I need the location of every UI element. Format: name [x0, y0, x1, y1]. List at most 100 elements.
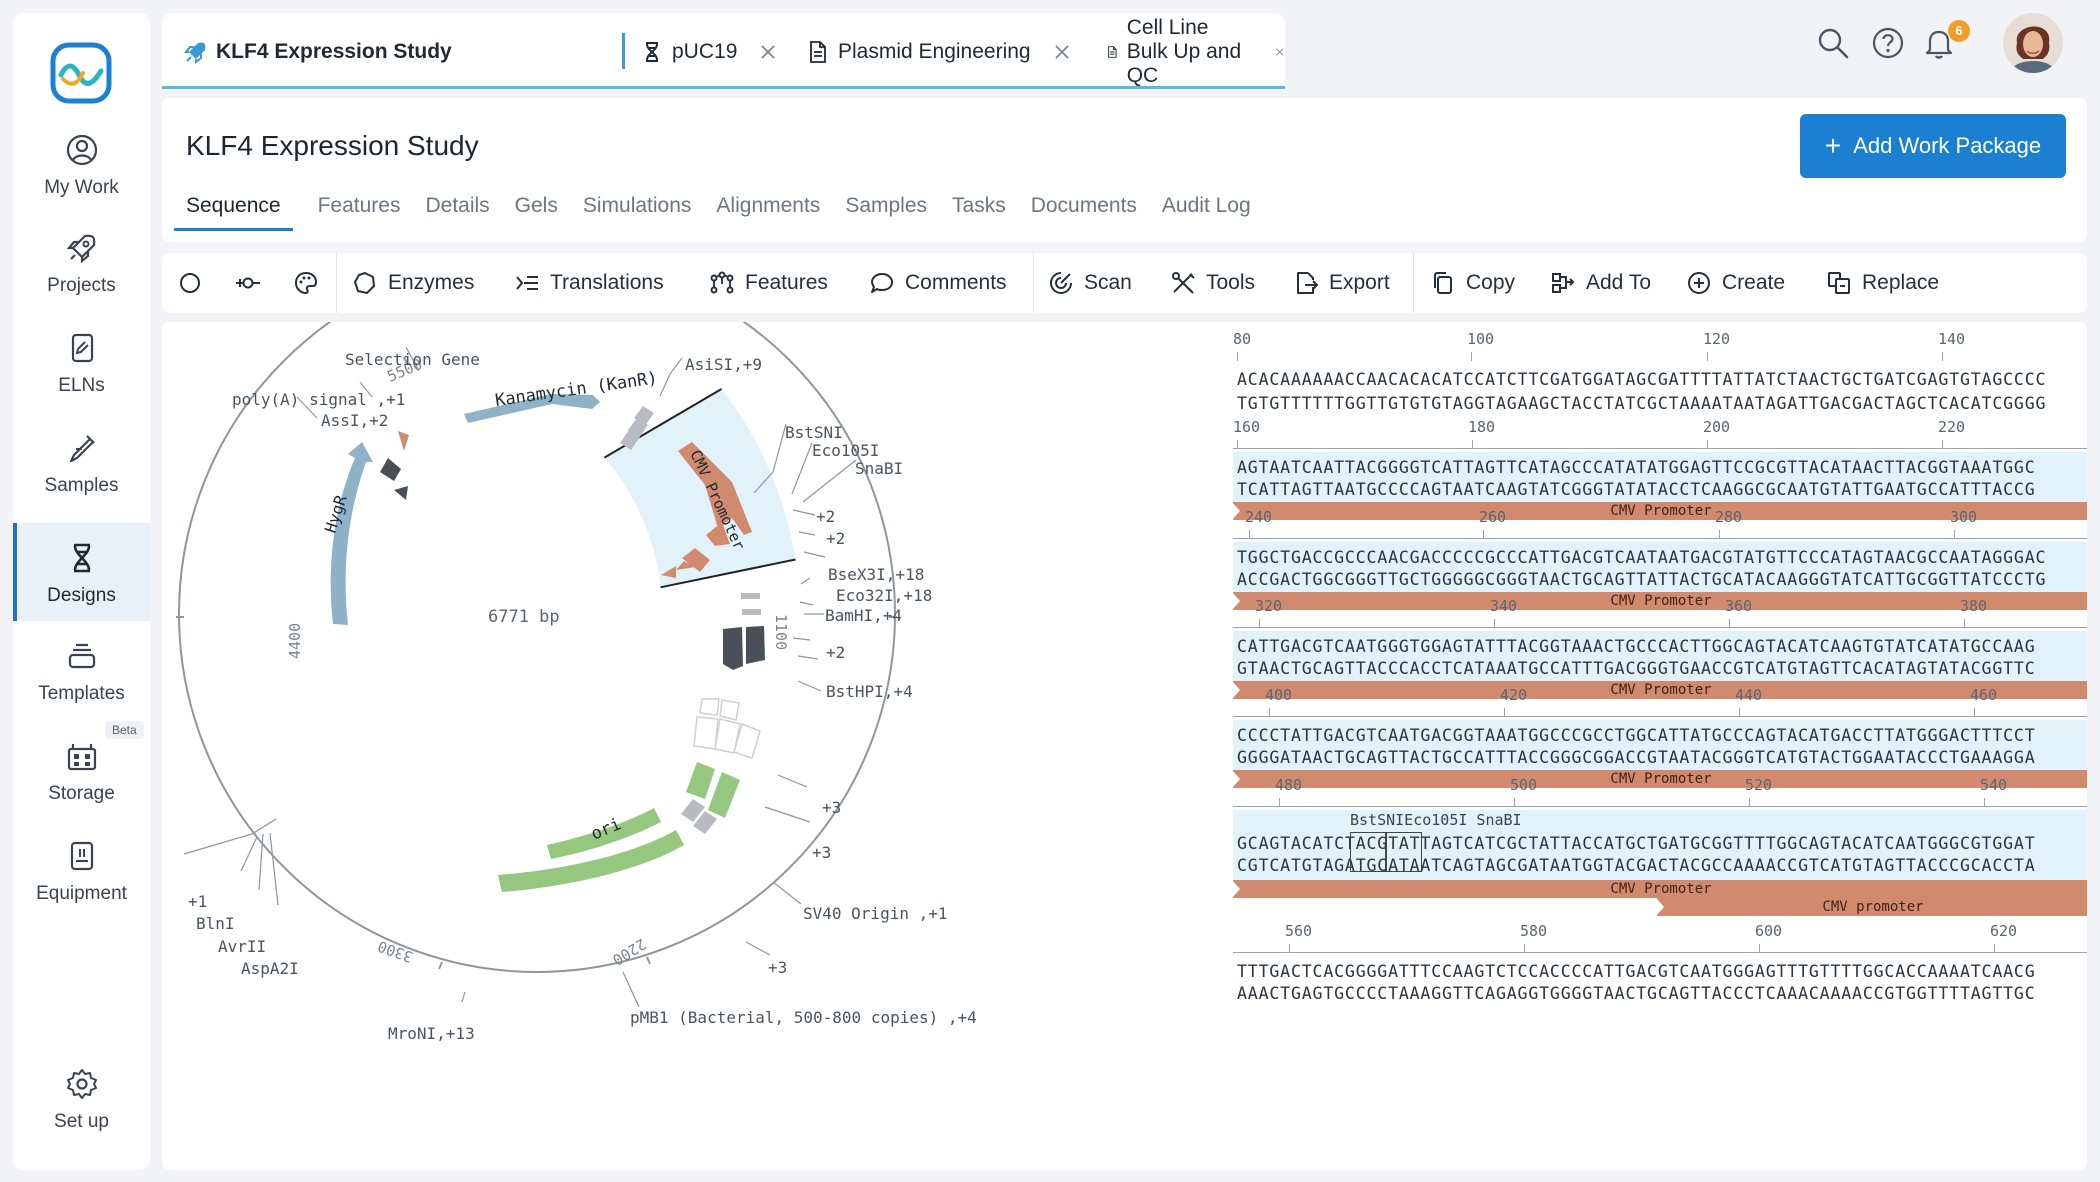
- file-tab-cell-line[interactable]: Cell Line Bulk Up and QC: [1106, 16, 1285, 87]
- replace-button[interactable]: Replace: [1826, 253, 1939, 313]
- palette-icon[interactable]: [293, 270, 319, 296]
- tab-tasks[interactable]: Tasks: [952, 194, 1006, 217]
- enzyme-site-labels[interactable]: BstSNIEco105I SnaBI: [1350, 811, 1522, 829]
- sidebar-item-elns[interactable]: ELNs: [13, 313, 150, 411]
- tab-gels[interactable]: Gels: [514, 194, 558, 217]
- features-button[interactable]: Features: [709, 253, 828, 313]
- cmv-promoter-bar[interactable]: CMV Promoter: [1233, 592, 2087, 610]
- file-tab-puc19[interactable]: pUC19: [640, 35, 777, 69]
- scan-icon: [1050, 272, 1072, 294]
- tab-documents[interactable]: Documents: [1030, 194, 1137, 217]
- cmv-promoter-feature[interactable]: [678, 442, 752, 535]
- dna-top-strand[interactable]: CCCCTATTGACGTCAATGACGGTAAATGGCCCGCCTGGCA…: [1237, 726, 2036, 745]
- user-avatar[interactable]: [2003, 13, 2063, 73]
- hygr-feature[interactable]: [330, 442, 373, 625]
- tools-button[interactable]: Tools: [1170, 253, 1255, 313]
- file-tab-plasmid-engineering[interactable]: Plasmid Engineering: [806, 35, 1071, 69]
- grey-block: [693, 811, 717, 834]
- scan-button[interactable]: Scan: [1048, 253, 1132, 313]
- dna-top-strand[interactable]: AGTAATCAATTACGGGGTCATTAGTTCATAGCCCATATAT…: [1237, 458, 2036, 477]
- sidebar-item-setup[interactable]: Set up: [13, 1049, 150, 1147]
- app-logo[interactable]: [49, 41, 113, 105]
- add-work-package-button[interactable]: + Add Work Package: [1800, 114, 2066, 178]
- export-icon: [1297, 272, 1318, 294]
- dna-top-strand[interactable]: TGGCTGACCGCCCAACGACCCCCGCCCATTGACGTCAATA…: [1237, 548, 2047, 567]
- dna-bottom-strand[interactable]: TGTGTTTTTTGGTTGTGTGTAGGTAGAAGCTACCTATCGC…: [1237, 394, 2047, 413]
- enzyme-site-box[interactable]: [1350, 832, 1386, 872]
- dna-bottom-strand[interactable]: GGGGATAACTGCAGTTACTGCCATTTACCGGGCGGACCGT…: [1237, 748, 2036, 767]
- dna-top-strand[interactable]: GCAGTACATCTACGTATTAGTCATCGCTATTACCATGCTG…: [1237, 834, 2036, 853]
- pipette-icon: [69, 435, 95, 463]
- replace-label: Replace: [1862, 271, 1940, 294]
- dna-top-strand[interactable]: ACACAAAAAACCAACACACATCCATCTTCGATGGATAGCG…: [1237, 370, 2047, 389]
- search-icon[interactable]: [1816, 26, 1850, 60]
- dna-bottom-strand[interactable]: CGTCATGTAGATGCATAATCAGTAGCGATAATGGTACGAC…: [1237, 856, 2036, 875]
- add-to-button[interactable]: Add To: [1550, 253, 1651, 313]
- copy-button[interactable]: Copy: [1430, 253, 1515, 313]
- sidebar-item-designs[interactable]: Designs: [13, 523, 150, 621]
- dna-top-strand[interactable]: CATTGACGTCAATGGGTGGAGTATTTACGGTAAACTGCCC…: [1237, 637, 2036, 656]
- ruler-tick: 600: [1755, 922, 1783, 953]
- enzyme-site-box[interactable]: [1386, 832, 1422, 872]
- label-plus3a: +3: [822, 798, 841, 817]
- sidebar-item-my-work[interactable]: My Work: [13, 115, 150, 213]
- notification-badge: 6: [1948, 20, 1970, 42]
- ruler-tick: 160: [1233, 418, 1261, 449]
- ruler-tick: 500: [1510, 776, 1538, 807]
- sidebar-item-equipment[interactable]: Equipment: [13, 821, 150, 919]
- sidebar-item-templates[interactable]: Templates: [13, 621, 150, 719]
- translations-button[interactable]: Translations: [514, 253, 664, 313]
- cmv-part: [682, 548, 710, 572]
- dna-bottom-strand[interactable]: GTAACTGCAGTTACCCACCTCATAAATGCCATTTGACGGG…: [1237, 659, 2036, 678]
- help-icon[interactable]: [1871, 26, 1905, 60]
- linear-view-icon[interactable]: [234, 271, 262, 295]
- sequence-row: 80 100 120 140 ACACAAAAAACCAACACACATCCAT…: [1233, 330, 2087, 413]
- close-icon[interactable]: [1053, 43, 1071, 61]
- sidebar-item-label: ELNs: [58, 375, 105, 396]
- close-icon[interactable]: [1275, 43, 1285, 61]
- tab-alignments[interactable]: Alignments: [716, 194, 821, 217]
- ruler-tick: 140: [1938, 330, 1966, 361]
- file-tab-label: Plasmid Engineering: [838, 40, 1031, 63]
- add-to-label: Add To: [1586, 271, 1651, 294]
- kanr-feature[interactable]: [464, 394, 600, 423]
- ori-feature[interactable]: [547, 808, 661, 859]
- dna-bottom-strand[interactable]: ACCGACTGGCGGGTTGCTGGGGGCGGGTAACTGCAGTTAT…: [1237, 570, 2047, 589]
- close-icon[interactable]: [759, 43, 777, 61]
- sidebar-item-samples[interactable]: Samples: [13, 413, 150, 511]
- enzymes-button[interactable]: Enzymes: [352, 253, 474, 313]
- tab-simulations[interactable]: Simulations: [582, 194, 692, 217]
- cmv-promoter-bar[interactable]: CMV Promoter: [1233, 502, 2087, 520]
- tab-audit-log[interactable]: Audit Log: [1161, 194, 1251, 217]
- ruler-tick: 360: [1725, 597, 1753, 628]
- dna-icon: [73, 543, 90, 573]
- comments-button[interactable]: Comments: [869, 253, 1007, 313]
- dna-bottom-strand[interactable]: AAACTGAGTGCCCCTAAAGGTTCAGAGGTGGGGTAACTGC…: [1237, 984, 2036, 1003]
- tab-samples[interactable]: Samples: [845, 194, 928, 217]
- plasmid-map[interactable]: 5500 4400 3300 2200 1100 Kanamycin (KanR…: [162, 322, 1233, 1170]
- sidebar-item-label: Projects: [47, 275, 116, 296]
- cmv-promoter-bar-2[interactable]: CMV promoter: [1656, 898, 2087, 916]
- tab-sequence[interactable]: Sequence: [174, 194, 293, 231]
- dna-top-strand[interactable]: TTTGACTCACGGGGATTTCCAAGTCTCCACCCCATTGACG…: [1237, 962, 2036, 981]
- sidebar-item-projects[interactable]: Projects: [13, 213, 150, 311]
- circular-view-icon[interactable]: [178, 271, 202, 295]
- tab-features[interactable]: Features: [317, 194, 401, 217]
- sequence-view[interactable]: 80 100 120 140 ACACAAAAAACCAACACACATCCAT…: [1233, 322, 2087, 1170]
- sidebar-item-storage[interactable]: Beta Storage: [13, 721, 150, 819]
- create-label: Create: [1722, 271, 1786, 294]
- tab-details[interactable]: Details: [425, 194, 490, 217]
- cmv-promoter-bar[interactable]: CMV Promoter: [1233, 770, 2087, 788]
- ruler-tick: 100: [1467, 330, 1495, 361]
- ruler: 160 180 200 220: [1233, 418, 2087, 452]
- cmv-promoter-bar[interactable]: CMV Promoter: [1233, 681, 2087, 699]
- export-button[interactable]: Export: [1293, 253, 1390, 313]
- dna-bottom-strand[interactable]: TCATTAGTTAATGCCCCAGTAATCAAGTATCGGGTATATA…: [1237, 480, 2036, 499]
- file-tab-klf4[interactable]: KLF4 Expression Study: [184, 35, 452, 69]
- bell-icon[interactable]: [1922, 26, 1956, 60]
- label-eco105i: Eco105I: [812, 441, 879, 460]
- sequence-row: 240 260 280 300 TGGCTGACCGCCCAACGACCCCCG…: [1233, 508, 2087, 610]
- create-button[interactable]: Create: [1686, 253, 1785, 313]
- label-plus1: +1: [188, 892, 207, 911]
- cmv-promoter-bar[interactable]: CMV Promoter: [1233, 880, 2087, 898]
